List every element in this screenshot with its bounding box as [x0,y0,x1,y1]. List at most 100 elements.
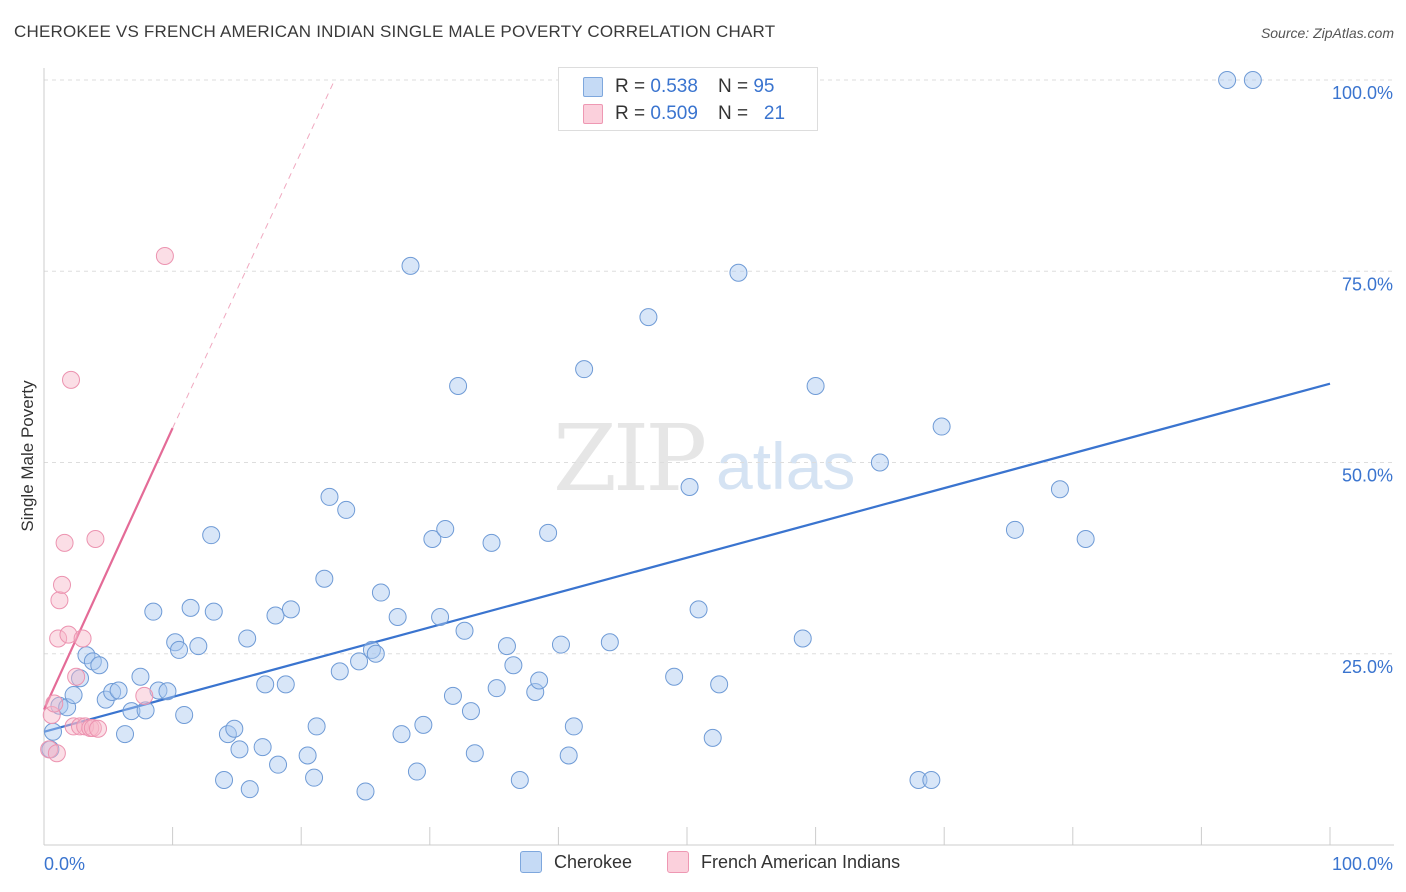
point-cherokee [307,717,326,736]
grid-lines [44,79,1394,655]
point-cherokee [564,717,583,736]
point-cherokee [230,740,249,759]
point-cherokee [204,602,223,621]
point-french-american-indians [67,667,86,686]
legend-swatch-french-american-indians [583,104,603,124]
point-cherokee [181,598,200,617]
source-label: Source: ZipAtlas.com [1260,25,1394,41]
point-cherokee [256,675,275,694]
legend-row-cherokee: R = 0.538 N = 95 [583,74,774,100]
point-cherokee [122,702,141,721]
point-cherokee [1076,530,1095,548]
point-cherokee [202,526,221,545]
point-cherokee [455,621,474,640]
point-cherokee [337,500,356,519]
series-legend-cherokee: Cherokee [520,851,632,873]
point-french-american-indians [47,744,66,763]
point-cherokee [575,360,594,379]
point-cherokee [689,600,708,619]
point-cherokee [559,746,578,765]
legend-swatch-cherokee [583,77,603,97]
point-cherokee [330,662,349,681]
series-label-french-american-indians: French American Indians [701,851,901,872]
y-tick-label: 100.0% [1332,83,1393,103]
point-cherokee [44,722,63,741]
series-legend: Cherokee French American Indians [0,851,1406,877]
point-cherokee [870,453,889,472]
x-tick-label: 100.0% [1332,854,1393,874]
point-french-american-indians [42,705,61,724]
point-cherokee [793,629,812,648]
point-cherokee [116,725,135,744]
point-cherokee [932,417,951,436]
point-cherokee [158,682,177,701]
point-cherokee [136,701,155,720]
correlation-legend: R = 0.538 N = 95 R = 0.509 N = 21 [558,67,818,131]
series-swatch-cherokee [520,851,542,873]
point-cherokee [1050,480,1069,499]
point-cherokee [266,606,285,625]
point-cherokee [922,770,941,789]
series-swatch-french-american-indians [667,851,689,873]
point-cherokee [388,608,407,627]
point-cherokee [189,637,208,656]
point-french-american-indians [50,591,69,610]
point-cherokee [449,377,468,395]
point-cherokee [461,702,480,721]
point-cherokee [392,725,411,744]
point-french-american-indians [86,530,105,548]
series-legend-french-american-indians: French American Indians [667,851,900,873]
axes [43,68,1394,846]
point-cherokee [407,762,426,781]
legend-n-label: N = [717,103,749,124]
point-cherokee [1243,71,1262,89]
point-cherokee [281,600,300,619]
point-cherokee [215,770,234,789]
point-cherokee [710,675,729,694]
point-cherokee [806,377,825,395]
y-tick-label: 25.0% [1342,657,1393,677]
legend-n-value: 95 [753,76,775,97]
point-cherokee [109,681,128,700]
point-cherokee [665,667,684,686]
point-cherokee [371,583,390,602]
data-points [40,71,1262,801]
point-cherokee [253,738,272,757]
point-cherokee [238,629,257,648]
point-cherokee [305,768,324,787]
point-cherokee [539,523,558,542]
point-cherokee [423,530,442,548]
point-cherokee [530,671,549,690]
point-cherokee [144,602,163,621]
legend-r-value: 0.538 [650,76,698,97]
point-cherokee [1005,520,1024,539]
point-cherokee [366,644,385,663]
chart-title: CHEROKEE VS FRENCH AMERICAN INDIAN SINGL… [14,22,776,41]
point-cherokee [703,728,722,747]
point-cherokee [497,637,516,656]
point-cherokee [436,520,455,539]
legend-r-label: R = [615,76,646,97]
point-cherokee [487,679,506,698]
point-cherokee [729,263,748,282]
point-cherokee [170,640,189,659]
series-label-cherokee: Cherokee [554,851,633,872]
point-cherokee [526,683,545,701]
trend-line-french-american-indians [42,427,174,711]
legend-r-value: 0.509 [650,103,698,124]
point-cherokee [298,746,317,765]
point-cherokee [414,715,433,734]
point-cherokee [131,667,150,686]
point-cherokee [269,755,288,774]
point-cherokee [315,569,334,588]
point-cherokee [276,675,295,694]
point-french-american-indians [53,575,72,594]
trend-line-cherokee [43,382,1331,733]
point-cherokee [96,690,115,709]
trend-lines [42,79,1331,733]
point-cherokee [149,681,168,700]
point-cherokee [90,656,109,675]
point-french-american-indians [89,719,108,738]
point-cherokee [431,608,450,627]
